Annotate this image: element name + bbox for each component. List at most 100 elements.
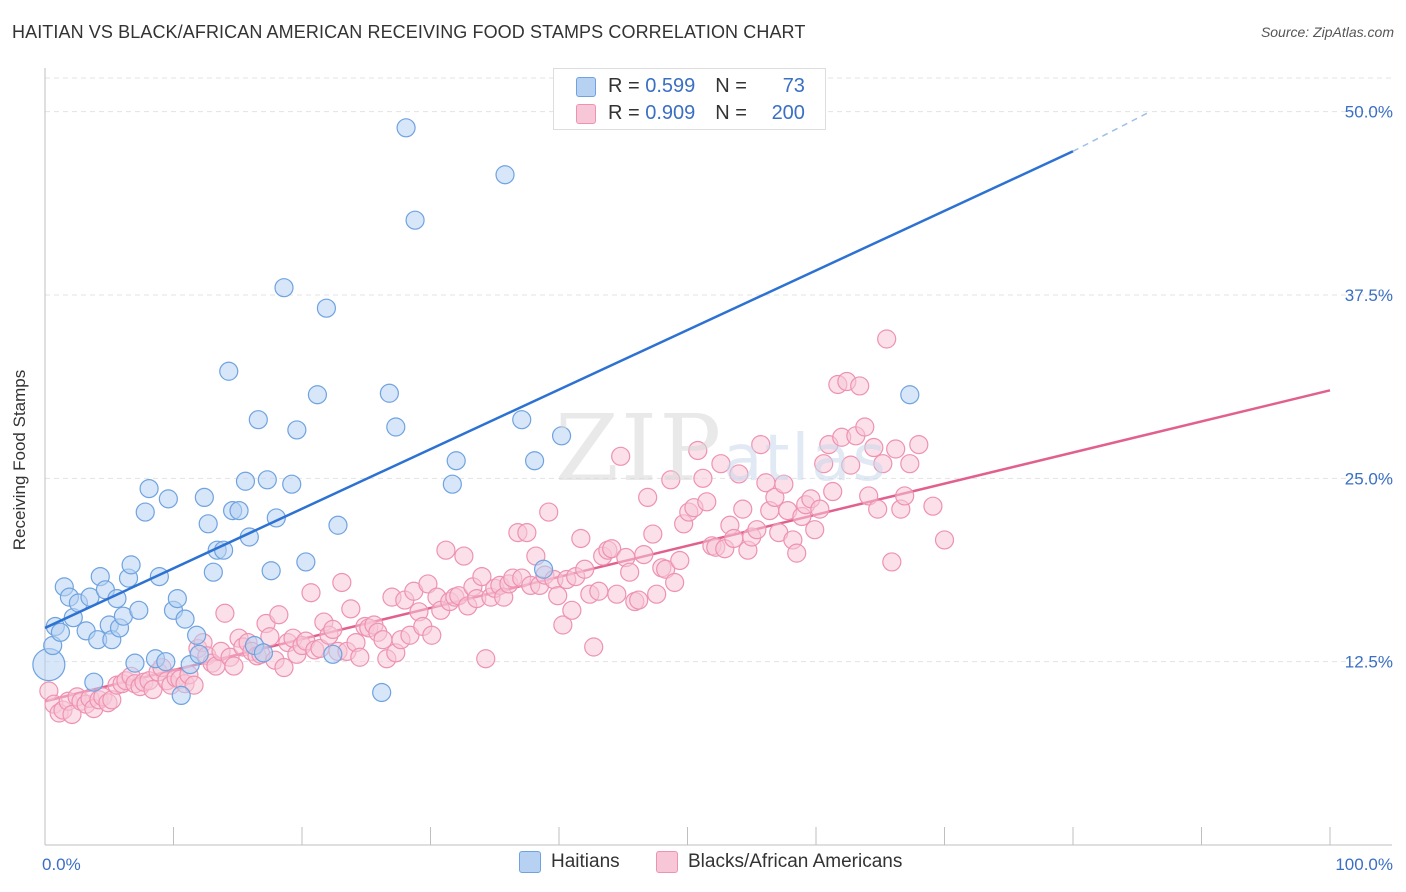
point-haitians [156,652,176,672]
point-haitians [446,451,466,471]
point-haitians [129,600,149,620]
point-blacks [184,675,204,695]
point-haitians [405,210,425,230]
n-label: N = [715,75,747,97]
y-tick-label: 25.0% [1345,469,1393,488]
point-blacks [868,499,888,519]
point-haitians [171,685,191,706]
point-blacks [589,581,609,601]
point-haitians [189,644,209,664]
stats-swatch-blacks [576,103,596,124]
point-haitians [900,385,920,405]
legend-item-haitians[interactable]: Haitians [519,851,620,873]
point-haitians [139,479,159,499]
stats-legend: R = 0.599 N = 73 R = 0.909 N = 200 [553,68,826,130]
point-blacks [274,657,294,678]
point-blacks [850,376,870,396]
bottom-legend: Haitians Blacks/African Americans [0,851,1406,879]
n-value-haitians: 73 [782,75,805,97]
grid-lines [45,77,1392,663]
point-haitians [167,588,187,609]
point-blacks [562,600,582,620]
point-blacks [341,599,361,619]
point-blacks [436,540,456,560]
x-tick-label: 100.0% [1335,855,1393,874]
point-haitians [372,682,392,703]
point-blacks [301,583,321,603]
point-haitians [253,643,274,663]
point-blacks [62,704,82,725]
point-haitians [524,451,545,471]
point-blacks [517,522,537,543]
point-blacks [805,520,825,540]
legend-label-blacks: Blacks/African Americans [688,851,903,872]
point-blacks [864,437,884,458]
point-haitians [235,471,256,491]
point-blacks [476,649,496,669]
y-axis-label: Receiving Food Stamps [10,369,29,551]
point-blacks [332,572,352,593]
point-blacks [774,474,794,494]
point-blacks [584,637,604,657]
point-blacks [620,562,640,582]
point-haitians [328,515,348,535]
point-haitians [194,487,214,507]
points-haitians [32,118,920,706]
point-blacks [886,439,906,459]
point-haitians [219,361,239,381]
point-blacks [855,417,875,437]
stats-row-haitians: R = 0.599 N = 73 [576,75,805,98]
point-haitians [307,385,328,405]
point-blacks [814,454,834,474]
point-blacks [877,329,897,349]
point-blacks [934,530,955,550]
point-blacks [350,647,370,667]
point-haitians [282,474,302,494]
point-blacks [643,524,663,544]
point-blacks [629,590,649,610]
point-blacks [895,486,915,506]
point-blacks [711,454,731,474]
point-blacks [697,492,717,512]
point-blacks [539,502,559,522]
point-blacks [634,544,654,565]
point-haitians [495,165,515,185]
point-blacks [670,550,690,571]
point-blacks [859,486,879,506]
point-blacks [873,454,893,474]
point-haitians [386,417,406,437]
legend-label-haitians: Haitians [551,851,620,872]
point-haitians [261,561,281,581]
point-blacks [575,559,595,579]
points-blacks [39,329,955,725]
point-blacks [765,487,785,507]
stats-row-blacks: R = 0.909 N = 200 [576,102,805,125]
point-haitians [84,672,104,692]
point-blacks [638,487,658,507]
legend-item-blacks[interactable]: Blacks/African Americans [656,851,902,873]
point-haitians [296,552,316,572]
point-haitians [287,420,307,440]
point-haitians [203,562,223,582]
point-blacks [656,559,676,579]
point-blacks [611,446,631,466]
y-tick-label: 50.0% [1345,103,1393,122]
point-blacks [418,574,438,594]
point-haitians [121,555,141,575]
point-blacks [224,656,244,676]
point-blacks [810,499,830,519]
point-blacks [923,496,943,516]
point-blacks [215,603,235,623]
point-haitians [396,118,416,138]
point-haitians [229,501,249,521]
stats-swatch-haitians [576,76,596,97]
point-blacks [323,619,343,640]
point-blacks [661,470,681,490]
point-haitians [379,383,399,403]
point-blacks [900,454,920,474]
point-blacks [787,543,807,563]
y-tick-label: 37.5% [1345,286,1393,305]
tick-labels: 12.5% 25.0% 37.5% 50.0% 0.0% 100.0% [42,103,1393,874]
point-blacks [823,481,843,502]
